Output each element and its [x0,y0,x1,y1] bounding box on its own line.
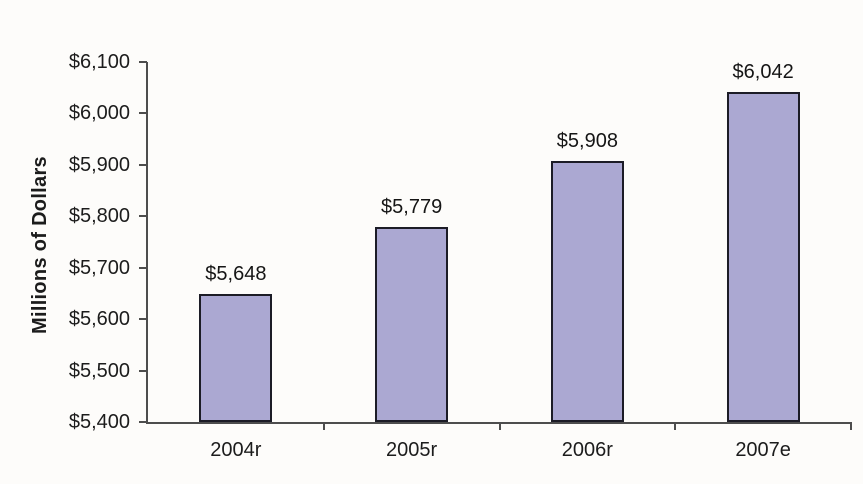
bar-value-label: $5,779 [381,196,443,219]
y-tick-mark [139,421,147,423]
y-axis-line [146,62,148,424]
y-tick-mark [139,369,147,372]
y-tick-mark [139,163,147,166]
y-tick-mark [139,318,147,321]
y-tick-label: $5,600 [68,308,130,331]
y-tick-label: $5,500 [68,359,130,382]
y-tick-label: $5,900 [68,153,130,176]
y-tick-label: $5,700 [68,256,130,279]
y-tick-mark [139,215,147,218]
x-tick-mark [850,422,852,430]
y-tick-label: $6,000 [68,102,130,125]
y-tick-label: $5,400 [68,411,130,433]
bar-2004r [199,294,273,422]
x-category-label: 2006r [561,439,613,461]
x-tick-mark [498,422,501,430]
bar-value-label: $5,908 [556,129,618,152]
x-category-label: 2004r [210,439,262,461]
x-tick-mark [674,422,677,430]
y-tick-label: $6,100 [68,51,130,73]
bar-2006r [550,160,624,422]
x-category-label: 2007e [735,439,791,461]
y-tick-mark [139,112,147,115]
x-tick-mark [322,422,325,430]
bar-2007e [726,91,800,422]
y-tick-mark [139,61,147,63]
bar-2005r [375,227,449,422]
bar-value-label: $6,042 [732,60,794,83]
y-tick-label: $5,800 [68,205,130,228]
x-category-label: 2005r [386,439,438,461]
bar-value-label: $5,648 [205,263,267,286]
y-tick-mark [139,266,147,269]
